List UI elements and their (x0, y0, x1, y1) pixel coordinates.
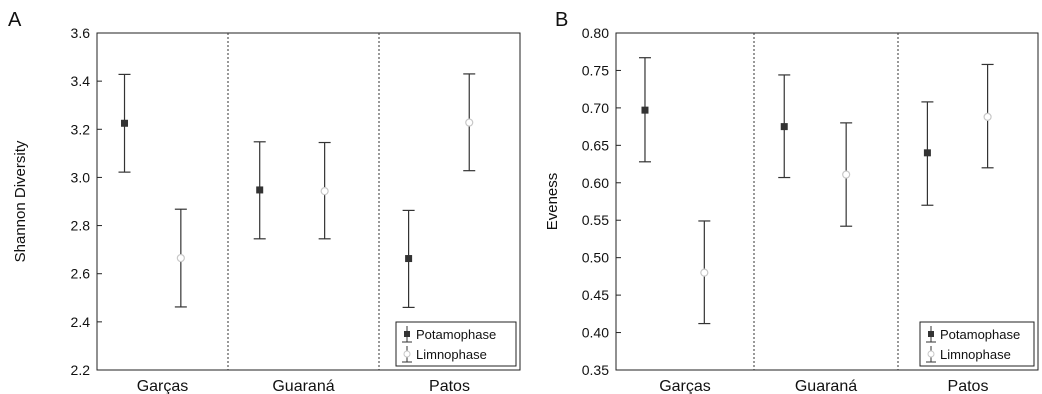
y-tick-label: 0.35 (582, 362, 609, 378)
x-category-label: Patos (948, 378, 989, 394)
data-point-limnophase (700, 268, 709, 277)
y-tick-label: 3.2 (71, 121, 91, 137)
chart-panel-b: B 0.35 0.40 0.45 0.50 0.55 0.60 0.65 0.70 0.75 0.8… (544, 9, 1039, 394)
y-tick-label: 2.6 (71, 266, 91, 282)
data-point-potamophase (641, 106, 649, 114)
legend-box (919, 321, 1035, 367)
chart-panel-a: A 2.2 2.4 2.6 2.8 3.0 3.2 3.4 3.6 Shannon Diversi… (8, 9, 521, 394)
legend-marker-potamophase (928, 331, 934, 337)
data-point-potamophase (780, 123, 788, 131)
data-point-potamophase (405, 255, 413, 263)
y-tick-label: 3.4 (71, 73, 91, 89)
y-tick-label: 0.75 (582, 62, 609, 78)
legend: Potamophase Limnophase (395, 321, 517, 367)
data-point-limnophase (983, 112, 992, 121)
error-bar-limnophase (840, 122, 853, 227)
x-category-label: Patos (429, 378, 470, 394)
data-point-limnophase (465, 118, 474, 127)
legend-label: Limnophase (416, 347, 487, 362)
x-category-label: Garças (137, 378, 189, 394)
y-tick-label: 0.55 (582, 212, 609, 228)
error-bar-limnophase (463, 73, 476, 172)
legend-marker-potamophase (404, 331, 410, 337)
x-category-label: Guaraná (272, 378, 334, 394)
x-category-label: Garças (659, 378, 711, 394)
error-bar-potamophase (253, 141, 266, 240)
data-point-potamophase (256, 186, 264, 194)
y-tick-label: 0.50 (582, 250, 609, 266)
error-bar-potamophase (778, 74, 791, 179)
error-bar-limnophase (698, 220, 711, 325)
y-tick-label: 3.0 (71, 169, 91, 185)
legend-label: Potamophase (416, 327, 496, 342)
error-bar-limnophase (981, 63, 994, 169)
error-bar-potamophase (402, 209, 415, 309)
panel-letter: B (555, 9, 568, 31)
error-bar-potamophase (921, 101, 934, 206)
plot-frame (615, 32, 1039, 371)
y-axis-label: Shannon Diversity (12, 140, 29, 262)
plot-frame (96, 32, 521, 371)
x-category-label: Guaraná (795, 378, 857, 394)
legend-box (395, 321, 517, 367)
error-bar-limnophase (174, 208, 187, 308)
y-tick-label: 0.45 (582, 287, 609, 303)
data-point-limnophase (320, 187, 329, 196)
data-point-potamophase (121, 119, 129, 127)
y-tick-label: 2.4 (71, 314, 91, 330)
legend-marker-limnophase (927, 350, 935, 358)
data-point-limnophase (176, 253, 185, 263)
data-point-potamophase (923, 149, 931, 157)
error-bar-potamophase (638, 57, 651, 163)
y-tick-label: 0.70 (582, 100, 609, 116)
legend-label: Potamophase (940, 327, 1020, 342)
y-tick-label: 3.6 (71, 25, 91, 41)
y-tick-label: 2.2 (71, 362, 91, 378)
y-tick-label: 0.65 (582, 137, 609, 153)
y-tick-label: 2.8 (71, 218, 91, 234)
y-tick-label: 0.40 (582, 325, 609, 341)
y-tick-label: 0.80 (582, 25, 609, 41)
y-tick-label: 0.60 (582, 175, 609, 191)
error-bar-potamophase (118, 73, 131, 173)
error-bar-limnophase (318, 141, 331, 240)
legend: Potamophase Limnophase (919, 321, 1035, 367)
legend-marker-limnophase (403, 350, 411, 358)
panel-letter: A (8, 9, 22, 31)
data-point-limnophase (842, 170, 851, 179)
y-axis-label: Eveness (544, 173, 561, 231)
legend-label: Limnophase (940, 347, 1011, 362)
